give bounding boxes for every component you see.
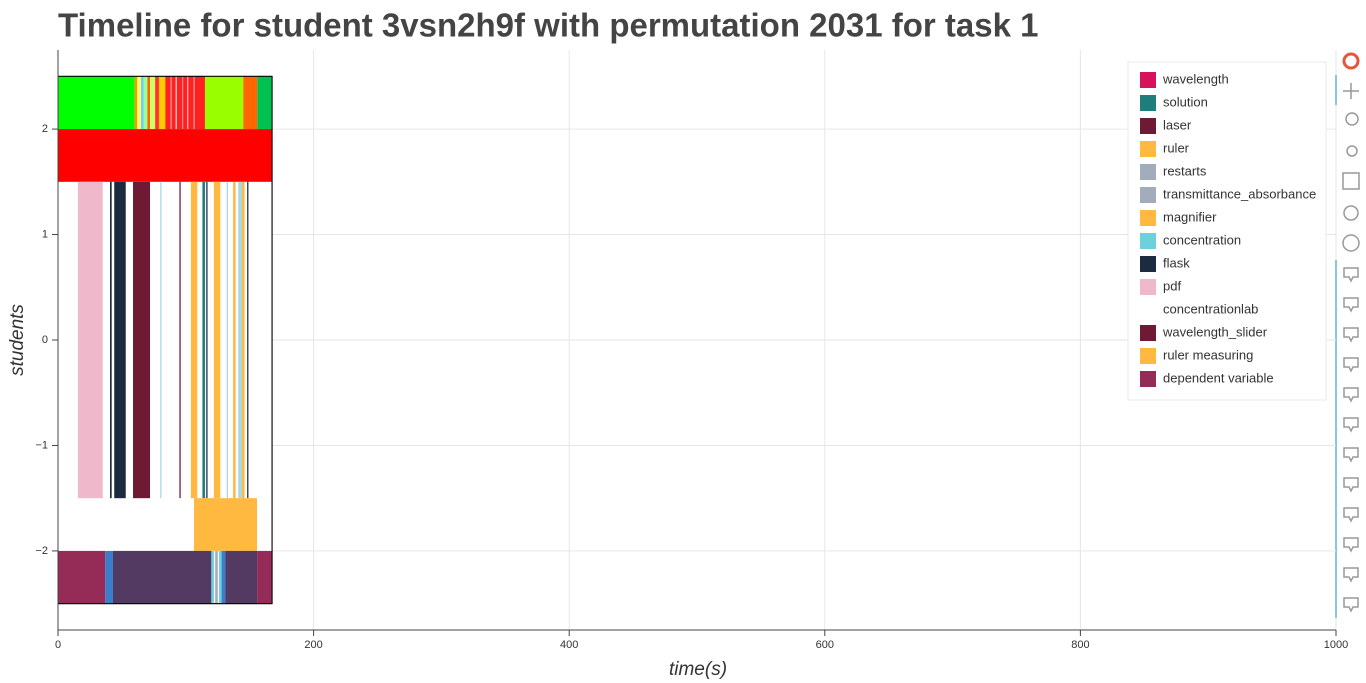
legend-label: concentration xyxy=(1163,232,1241,247)
y-tick-label: −1 xyxy=(35,439,48,451)
segment xyxy=(112,550,212,604)
legend-label: ruler xyxy=(1163,140,1190,155)
x-tick-label: 600 xyxy=(816,639,834,651)
legend-swatch xyxy=(1140,233,1156,249)
zoom-tool[interactable] xyxy=(1345,112,1359,126)
segment xyxy=(215,550,218,604)
legend-label: wavelength xyxy=(1162,71,1229,86)
segment xyxy=(204,76,244,130)
segment xyxy=(257,550,273,604)
segment xyxy=(213,181,221,499)
legend-swatch xyxy=(1140,164,1156,180)
segment xyxy=(150,76,156,130)
segment xyxy=(143,76,148,130)
segment xyxy=(193,76,195,130)
x-axis-label: time(s) xyxy=(669,659,727,680)
segment xyxy=(243,76,258,130)
legend-swatch xyxy=(1140,371,1156,387)
segment xyxy=(77,181,103,499)
y-tick-label: −2 xyxy=(35,545,48,557)
segment xyxy=(247,181,249,499)
pan-tool[interactable] xyxy=(1343,83,1359,99)
segment xyxy=(202,181,205,499)
legend-box xyxy=(1127,61,1327,401)
legend-label: dependent variable xyxy=(1163,370,1274,385)
legend-label: transmittance_absorbance xyxy=(1163,186,1316,201)
x-tick-label: 200 xyxy=(304,639,322,651)
segment xyxy=(141,76,144,130)
segment xyxy=(137,76,142,130)
wheel-zoom-tool[interactable] xyxy=(1346,145,1358,157)
x-tick-label: 1000 xyxy=(1324,639,1348,651)
logo xyxy=(1342,52,1360,70)
segment xyxy=(211,550,214,604)
save-tool[interactable] xyxy=(1342,172,1360,190)
reset-tool[interactable] xyxy=(1343,205,1359,221)
toolbar xyxy=(1335,52,1360,618)
segment xyxy=(170,76,172,130)
segment xyxy=(155,76,159,130)
segment xyxy=(165,76,205,130)
legend-label: restarts xyxy=(1163,163,1207,178)
legend-swatch xyxy=(1140,72,1156,88)
segment xyxy=(134,76,138,130)
segment xyxy=(238,181,243,499)
legend-swatch xyxy=(1140,141,1156,157)
segment xyxy=(105,550,113,604)
x-tick-label: 0 xyxy=(55,639,61,651)
segment xyxy=(181,76,184,130)
help-tool[interactable] xyxy=(1342,234,1360,252)
segment xyxy=(58,550,106,604)
segment xyxy=(233,181,236,499)
segment xyxy=(206,181,208,499)
legend-swatch xyxy=(1140,95,1156,111)
hover-tools[interactable] xyxy=(1343,267,1359,613)
legend-swatch xyxy=(1140,325,1156,341)
legend-label: magnifier xyxy=(1163,209,1217,224)
legend: wavelength solution laser ruler restarts tran… xyxy=(1127,61,1327,401)
legend-swatch xyxy=(1140,279,1156,295)
y-axis-label: students xyxy=(7,304,28,376)
legend-swatch xyxy=(1140,256,1156,272)
segment xyxy=(58,129,273,182)
y-tick-label: 2 xyxy=(42,123,48,135)
segment xyxy=(158,76,166,130)
segment xyxy=(175,76,177,130)
segment xyxy=(219,550,222,604)
segment xyxy=(190,181,198,499)
plot-area xyxy=(57,50,1337,630)
segment xyxy=(114,181,126,499)
y-tick-label: 1 xyxy=(42,228,48,240)
segment xyxy=(147,76,151,130)
chart-title: Timeline for student 3vsn2h9f with permu… xyxy=(58,7,1038,44)
legend-label: ruler measuring xyxy=(1163,347,1253,362)
y-tick-label: 0 xyxy=(42,334,48,346)
segment xyxy=(160,181,162,499)
x-tick-label: 400 xyxy=(560,639,578,651)
segment xyxy=(179,181,181,499)
segment xyxy=(58,76,135,130)
legend-label: solution xyxy=(1163,94,1208,109)
segment xyxy=(193,498,257,551)
segment xyxy=(226,181,228,499)
legend-swatch xyxy=(1140,210,1156,226)
segment xyxy=(133,181,151,499)
legend-swatch xyxy=(1140,348,1156,364)
segment xyxy=(110,181,112,499)
legend-swatch xyxy=(1140,187,1156,203)
legend-label: pdf xyxy=(1163,278,1181,293)
segment xyxy=(187,76,189,130)
x-tick-label: 800 xyxy=(1071,639,1089,651)
segment xyxy=(242,181,245,499)
legend-label: flask xyxy=(1163,255,1190,270)
legend-label: wavelength_slider xyxy=(1162,324,1268,339)
legend-label: concentrationlab xyxy=(1163,301,1258,316)
legend-swatch xyxy=(1140,302,1156,318)
segment xyxy=(225,550,258,604)
segment xyxy=(257,76,273,130)
legend-label: laser xyxy=(1163,117,1192,132)
legend-swatch xyxy=(1140,118,1156,134)
segment xyxy=(221,550,226,604)
